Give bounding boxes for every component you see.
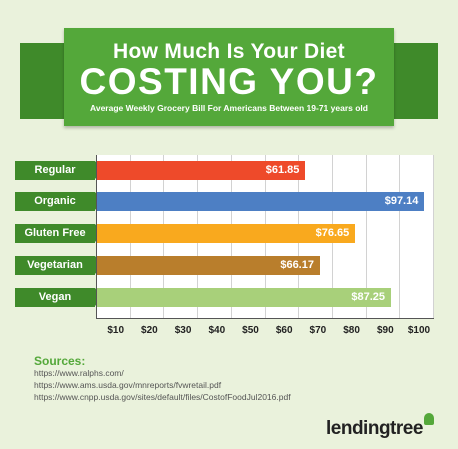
x-tick-label-80: $80 — [343, 325, 360, 336]
bar-regular: $61.85 — [97, 161, 306, 180]
x-tick-label-10: $10 — [107, 325, 125, 336]
bar-value-label: $97.14 — [384, 195, 419, 207]
category-label-gluten-free: Gluten Free — [15, 224, 103, 243]
source-link-1[interactable]: https://www.ralphs.com/ — [34, 368, 124, 378]
subtitle: Average Weekly Grocery Bill For American… — [90, 103, 368, 113]
bar-vegetarian: $66.17 — [97, 256, 320, 275]
category-label-vegan: Vegan — [15, 288, 103, 307]
bar-organic: $97.14 — [97, 192, 425, 211]
bar-value-label: $76.65 — [315, 227, 350, 239]
source-link-3[interactable]: https://www.cnpp.usda.gov/sites/default/… — [34, 392, 291, 402]
bar-gluten-free: $76.65 — [97, 224, 356, 243]
y-axis-line — [96, 155, 97, 318]
x-tick-label-20: $20 — [141, 325, 158, 336]
bar-value-label: $87.25 — [351, 291, 386, 303]
bar-vegan: $87.25 — [97, 288, 392, 307]
x-tick-label-70: $70 — [309, 325, 327, 336]
gridline-80 — [365, 155, 367, 318]
gridline-90 — [399, 155, 401, 318]
title-line-1: How Much Is Your Diet — [113, 40, 345, 63]
logo-text: lendingtree — [326, 418, 423, 439]
lendingtree-logo[interactable]: lendingtree — [326, 413, 434, 439]
x-tick-label-100: $100 — [407, 325, 431, 336]
bar-value-label: $61.85 — [265, 164, 300, 176]
tree-icon — [423, 413, 434, 425]
category-label-regular: Regular — [15, 161, 103, 180]
x-tick-label-30: $30 — [174, 325, 192, 336]
x-tick-label-50: $50 — [242, 325, 259, 336]
title-line-2: COSTING YOU? — [79, 61, 379, 102]
gridline-100 — [433, 155, 434, 318]
sources-title: Sources: — [34, 354, 86, 368]
category-label-vegetarian: Vegetarian — [15, 256, 103, 275]
x-tick-label-40: $40 — [208, 325, 226, 336]
x-tick-label-90: $90 — [376, 325, 394, 336]
x-tick-label-60: $60 — [275, 325, 293, 336]
title-banner: How Much Is Your Diet COSTING YOU? Avera… — [64, 28, 394, 126]
source-link-2[interactable]: https://www.ams.usda.gov/mnreports/fvwre… — [34, 380, 222, 390]
category-label-organic: Organic — [15, 192, 103, 211]
x-axis-line — [96, 318, 434, 319]
bar-value-label: $66.17 — [280, 259, 314, 271]
